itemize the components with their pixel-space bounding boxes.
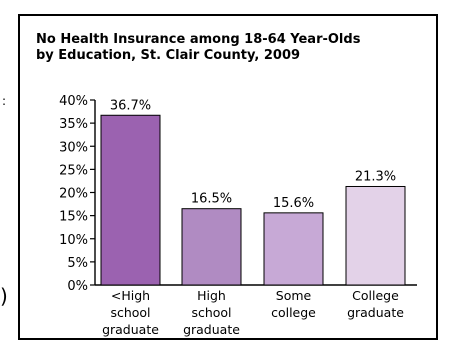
- chart-title: No Health Insurance among 18-64 Year-Old…: [36, 32, 426, 64]
- left-edge-mark-bottom: ): [0, 284, 8, 308]
- y-tick-label: 15%: [59, 210, 88, 225]
- y-tick-label: 35%: [59, 117, 88, 132]
- bar: [181, 208, 242, 286]
- y-tick-label: 20%: [59, 187, 88, 202]
- bar-chart: 0% 5% 10% 15% 20% 25% 30% 35% 40% 36.7% <High schoo…: [59, 94, 417, 337]
- x-category-label: graduate: [183, 322, 240, 337]
- x-category-label: school: [191, 305, 231, 320]
- y-tick-label: 40%: [59, 94, 88, 109]
- x-category-label: school: [110, 305, 150, 320]
- left-edge-mark-top: :: [2, 94, 7, 108]
- x-category-label: Some: [276, 288, 312, 303]
- x-category-label: High: [197, 288, 226, 303]
- y-tick-label: 0%: [67, 279, 88, 294]
- bar-value-label: 36.7%: [110, 98, 151, 113]
- y-tick-label: 30%: [59, 140, 88, 155]
- x-category-label: <High: [111, 288, 150, 303]
- x-category-label: graduate: [102, 322, 159, 337]
- chart-title-line-1: No Health Insurance among 18-64 Year-Old…: [36, 32, 361, 47]
- x-category-label: college: [271, 305, 316, 320]
- chart-title-line-2: by Education, St. Clair County, 2009: [36, 48, 301, 63]
- x-category-label: graduate: [347, 305, 404, 320]
- x-category-label: College: [352, 288, 399, 303]
- bar-value-label: 21.3%: [355, 169, 396, 184]
- bar: [345, 185, 406, 286]
- bar-value-label: 15.6%: [273, 196, 314, 211]
- y-tick-label: 5%: [67, 256, 88, 271]
- chart-card: No Health Insurance among 18-64 Year-Old…: [18, 14, 438, 340]
- bar: [263, 212, 324, 286]
- y-tick-label: 25%: [59, 163, 88, 178]
- bar: [100, 114, 161, 286]
- bar-value-label: 16.5%: [191, 192, 232, 207]
- y-tick-label: 10%: [59, 233, 88, 248]
